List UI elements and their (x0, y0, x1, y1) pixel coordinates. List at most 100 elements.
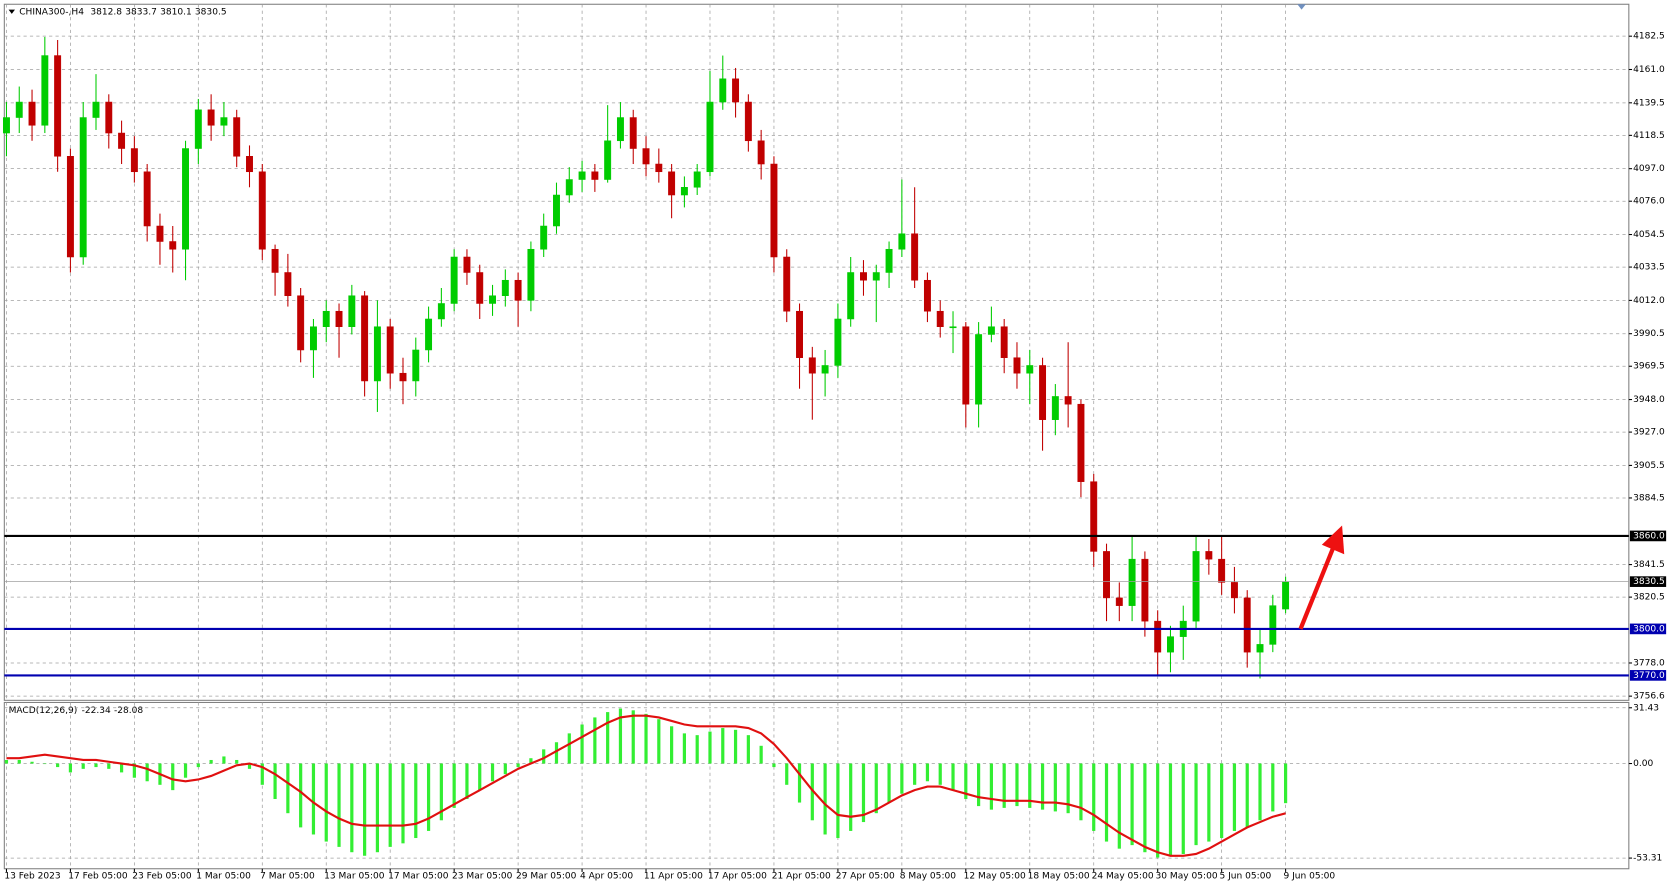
macd-bar (977, 763, 981, 807)
macd-bar (414, 763, 418, 839)
symbol: CHINA300-,H4 (19, 7, 84, 17)
x-tick-label: 7 Mar 05:00 (260, 872, 315, 882)
x-tick-label: 21 Apr 05:00 (772, 872, 831, 882)
macd-bar (119, 763, 124, 773)
candle-body (693, 171, 701, 188)
candle-body (54, 55, 62, 157)
y-tick-label: 3905.5 (1633, 461, 1665, 471)
x-tick-label: 27 Apr 05:00 (836, 872, 895, 882)
macd-bar (490, 763, 495, 782)
y-tick-label: 0.00 (1633, 759, 1653, 769)
candle-body (1269, 605, 1277, 645)
y-tick-label: 3990.5 (1633, 329, 1665, 339)
candle-body (962, 326, 970, 405)
macd-bar (567, 733, 571, 764)
candle-body (719, 78, 727, 103)
candle-body (604, 140, 612, 180)
signal-value: -28.08 (114, 705, 143, 715)
candle-body (680, 187, 688, 196)
high: 3833.7 (125, 7, 157, 17)
candle-body (616, 117, 624, 142)
candle-body (1128, 558, 1136, 606)
candle-body (1039, 365, 1047, 420)
macd-bar (43, 763, 47, 765)
x-tick-label: 17 Feb 05:00 (68, 872, 128, 882)
macd-bar (721, 728, 725, 764)
candle-body (975, 334, 983, 405)
macd-bar (1232, 763, 1237, 831)
macd-bar (299, 763, 303, 828)
candle-body (1141, 558, 1149, 622)
macd-bar (260, 763, 264, 785)
macd-bar (1156, 763, 1160, 858)
macd-bar (554, 742, 559, 764)
macd-bar (478, 763, 482, 791)
candle-body (1103, 551, 1110, 599)
candle-body (348, 295, 356, 327)
plot-layer: 4182.5 4161.0 4139.5 4118.5 4097.0 4076.0 4054… (2, 4, 1667, 882)
y-tick-label: 4033.5 (1633, 263, 1665, 273)
macd-bar (631, 710, 635, 764)
y-tick-label: 3820.5 (1633, 593, 1665, 603)
candle-body (297, 295, 305, 351)
macd-bar (1053, 763, 1057, 812)
candle-body (847, 272, 855, 320)
candle-body (2, 117, 10, 134)
candle-body (66, 156, 74, 258)
macd-bar (1181, 763, 1185, 854)
candle-body (770, 163, 778, 258)
menu-icon[interactable] (8, 9, 15, 14)
macd-bar (746, 735, 750, 764)
macd-bar (363, 763, 367, 856)
macd-bar (1168, 763, 1173, 856)
candle-body (1090, 481, 1098, 552)
macd-bar (606, 712, 610, 764)
macd-bar (171, 763, 175, 791)
macd-bar (286, 763, 290, 814)
candle-body (220, 117, 228, 126)
macd-bar (733, 729, 738, 764)
macd-bar (503, 763, 507, 775)
candle-body (1243, 597, 1251, 653)
candle-body (860, 272, 867, 281)
y-tick-label: 4161.0 (1633, 65, 1665, 75)
macd-bar (1028, 763, 1032, 808)
candle-body (949, 326, 957, 329)
candle-body (578, 171, 586, 180)
macd-bar (1194, 763, 1198, 846)
macd-bar (529, 758, 533, 764)
level-label: 3860.0 (1633, 531, 1665, 541)
level-label-box (1629, 623, 1667, 635)
candle-body (591, 171, 599, 180)
macd-bar (452, 763, 456, 808)
candle-body (373, 326, 381, 382)
candle-body (361, 295, 369, 382)
y-tick-label: 3948.0 (1633, 395, 1665, 405)
macd-bar (209, 759, 213, 764)
candle-body (1115, 597, 1123, 606)
candle-body (489, 295, 496, 304)
macd-bar (311, 763, 316, 835)
candle-body (1000, 326, 1008, 358)
candle-body (757, 140, 765, 165)
macd-bar (1258, 763, 1262, 821)
macd-bar (4, 759, 9, 764)
x-tick-label: 23 Feb 05:00 (132, 872, 192, 882)
macd-bar (1015, 763, 1019, 807)
level-label-box (1629, 670, 1667, 681)
macd-bar (810, 763, 814, 821)
candle-body (514, 279, 522, 301)
candle-body (936, 310, 944, 327)
candle-body (783, 256, 791, 312)
macd-bar (145, 763, 149, 782)
macd-bar (375, 763, 380, 853)
macd-bar (94, 763, 98, 768)
macd-header: MACD(12,26,9) -22.34 -28.08 (9, 705, 144, 715)
macd-bar (1220, 763, 1224, 839)
macd-bar (644, 713, 648, 764)
macd-bar (849, 763, 853, 831)
candle-body (169, 241, 177, 250)
candle-body (1282, 581, 1290, 610)
